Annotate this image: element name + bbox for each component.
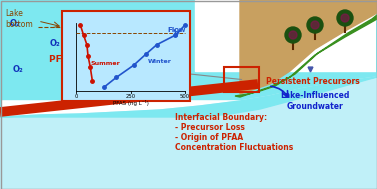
Text: PFAS (ng L⁻¹): PFAS (ng L⁻¹) [113, 99, 149, 105]
Circle shape [285, 27, 301, 43]
Text: O₂: O₂ [10, 19, 20, 29]
Text: - Origin of PFAA: - Origin of PFAA [175, 132, 243, 142]
Polygon shape [235, 15, 377, 97]
Polygon shape [0, 0, 377, 117]
Text: Flow: Flow [168, 27, 186, 33]
Text: O₂: O₂ [135, 54, 146, 64]
Text: 250: 250 [126, 94, 136, 99]
Text: Winter: Winter [148, 59, 172, 64]
Text: PFAA +Precursors: PFAA +Precursors [49, 54, 141, 64]
Circle shape [341, 14, 349, 22]
Circle shape [311, 21, 319, 29]
Polygon shape [240, 0, 377, 94]
Text: 500: 500 [180, 94, 190, 99]
Text: O₂: O₂ [70, 70, 80, 78]
Text: O₂: O₂ [170, 67, 180, 75]
Text: Interfacial Boundary:: Interfacial Boundary: [175, 112, 267, 122]
Text: Concentration Fluctuations: Concentration Fluctuations [175, 143, 293, 152]
Text: O₂: O₂ [12, 64, 23, 74]
Text: Summer: Summer [91, 61, 121, 66]
FancyBboxPatch shape [62, 11, 190, 101]
Text: - Precursor Loss: - Precursor Loss [175, 122, 245, 132]
Text: O₂: O₂ [50, 40, 60, 49]
Polygon shape [0, 0, 377, 99]
Text: Persistent Precursors: Persistent Precursors [266, 77, 360, 85]
Polygon shape [195, 0, 377, 94]
Text: Lake-Influenced
Groundwater: Lake-Influenced Groundwater [280, 91, 350, 111]
Polygon shape [195, 0, 377, 71]
Circle shape [289, 31, 297, 39]
Text: Lake
bottom: Lake bottom [5, 9, 33, 29]
Text: 0: 0 [74, 94, 78, 99]
Polygon shape [0, 77, 377, 189]
Circle shape [337, 10, 353, 26]
Circle shape [307, 17, 323, 33]
